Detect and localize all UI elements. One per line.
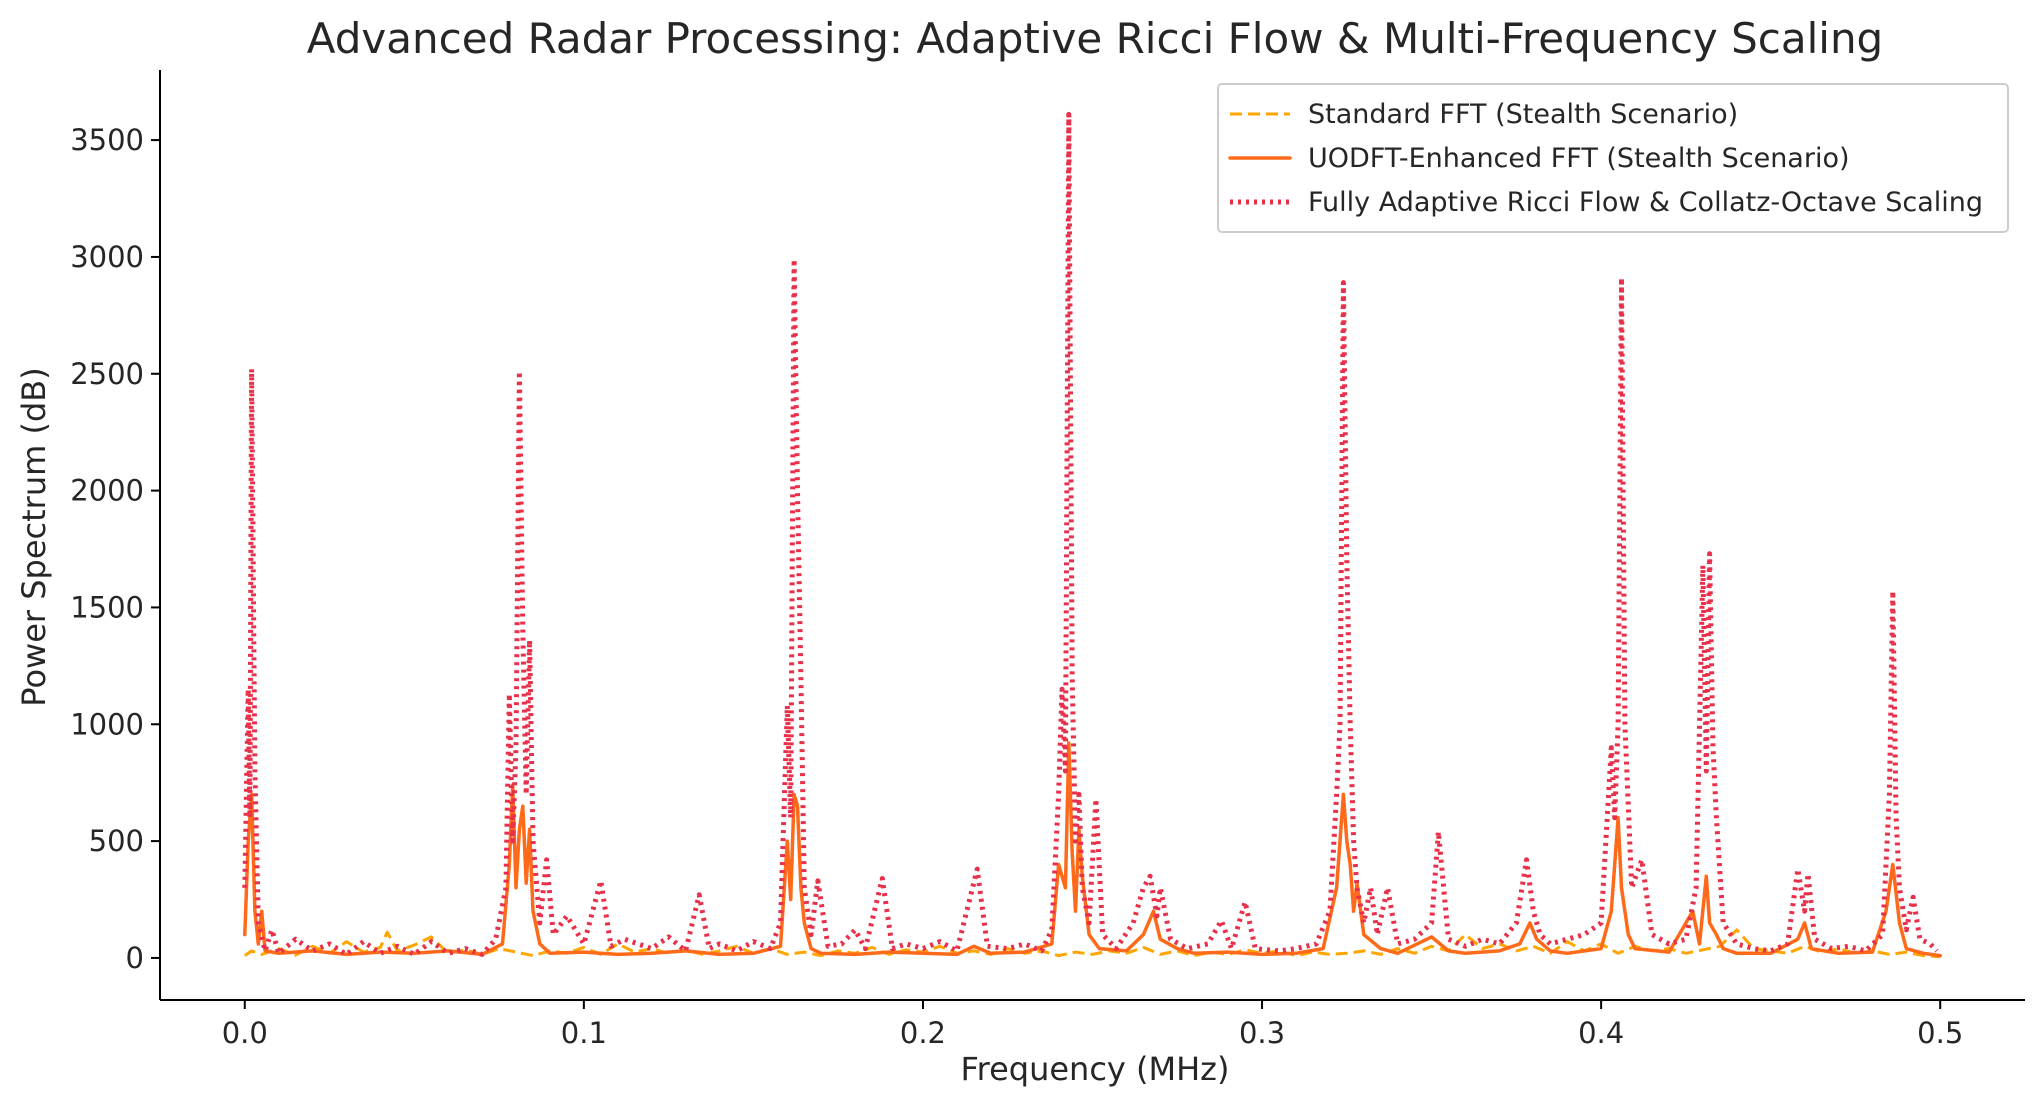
y-tick-label: 0	[126, 941, 144, 975]
axes: 0.0 0.1 0.2 0.3 0.4 0.5 0 500 1000 1500 2000 2500 30…	[70, 70, 2025, 1050]
x-tick-label: 0.2	[900, 1016, 946, 1050]
y-tick-label: 1500	[70, 590, 144, 624]
y-tick-label: 500	[89, 824, 144, 858]
series-line-2	[243, 741, 1942, 958]
y-axis-label: Power Spectrum (dB)	[15, 367, 53, 706]
legend: Standard FFT (Stealth Scenario) UODFT-Enh…	[1217, 83, 2009, 233]
plot-area	[242, 111, 1942, 959]
x-tick-label: 0.5	[1917, 1016, 1963, 1050]
y-tick-label: 3500	[70, 123, 144, 157]
x-axis-label: Frequency (MHz)	[961, 1050, 1230, 1088]
legend-label-3: Fully Adaptive Ricci Flow & Collatz-Octa…	[1308, 187, 1983, 218]
x-tick-label: 0.0	[222, 1016, 268, 1050]
legend-label-1: Standard FFT (Stealth Scenario)	[1308, 99, 1738, 130]
x-tick-label: 0.3	[1239, 1016, 1285, 1050]
y-tick-label: 1000	[70, 707, 144, 741]
y-tick-label: 2500	[70, 357, 144, 391]
series-line-3	[242, 111, 1939, 957]
legend-label-2: UODFT-Enhanced FFT (Stealth Scenario)	[1308, 143, 1850, 174]
legend-box	[1217, 83, 2009, 233]
y-tick-label: 2000	[70, 474, 144, 508]
x-tick-label: 0.4	[1578, 1016, 1624, 1050]
chart-title: Advanced Radar Processing: Adaptive Ricc…	[307, 14, 1883, 63]
x-tick-label: 0.1	[561, 1016, 607, 1050]
y-tick-label: 3000	[70, 240, 144, 274]
